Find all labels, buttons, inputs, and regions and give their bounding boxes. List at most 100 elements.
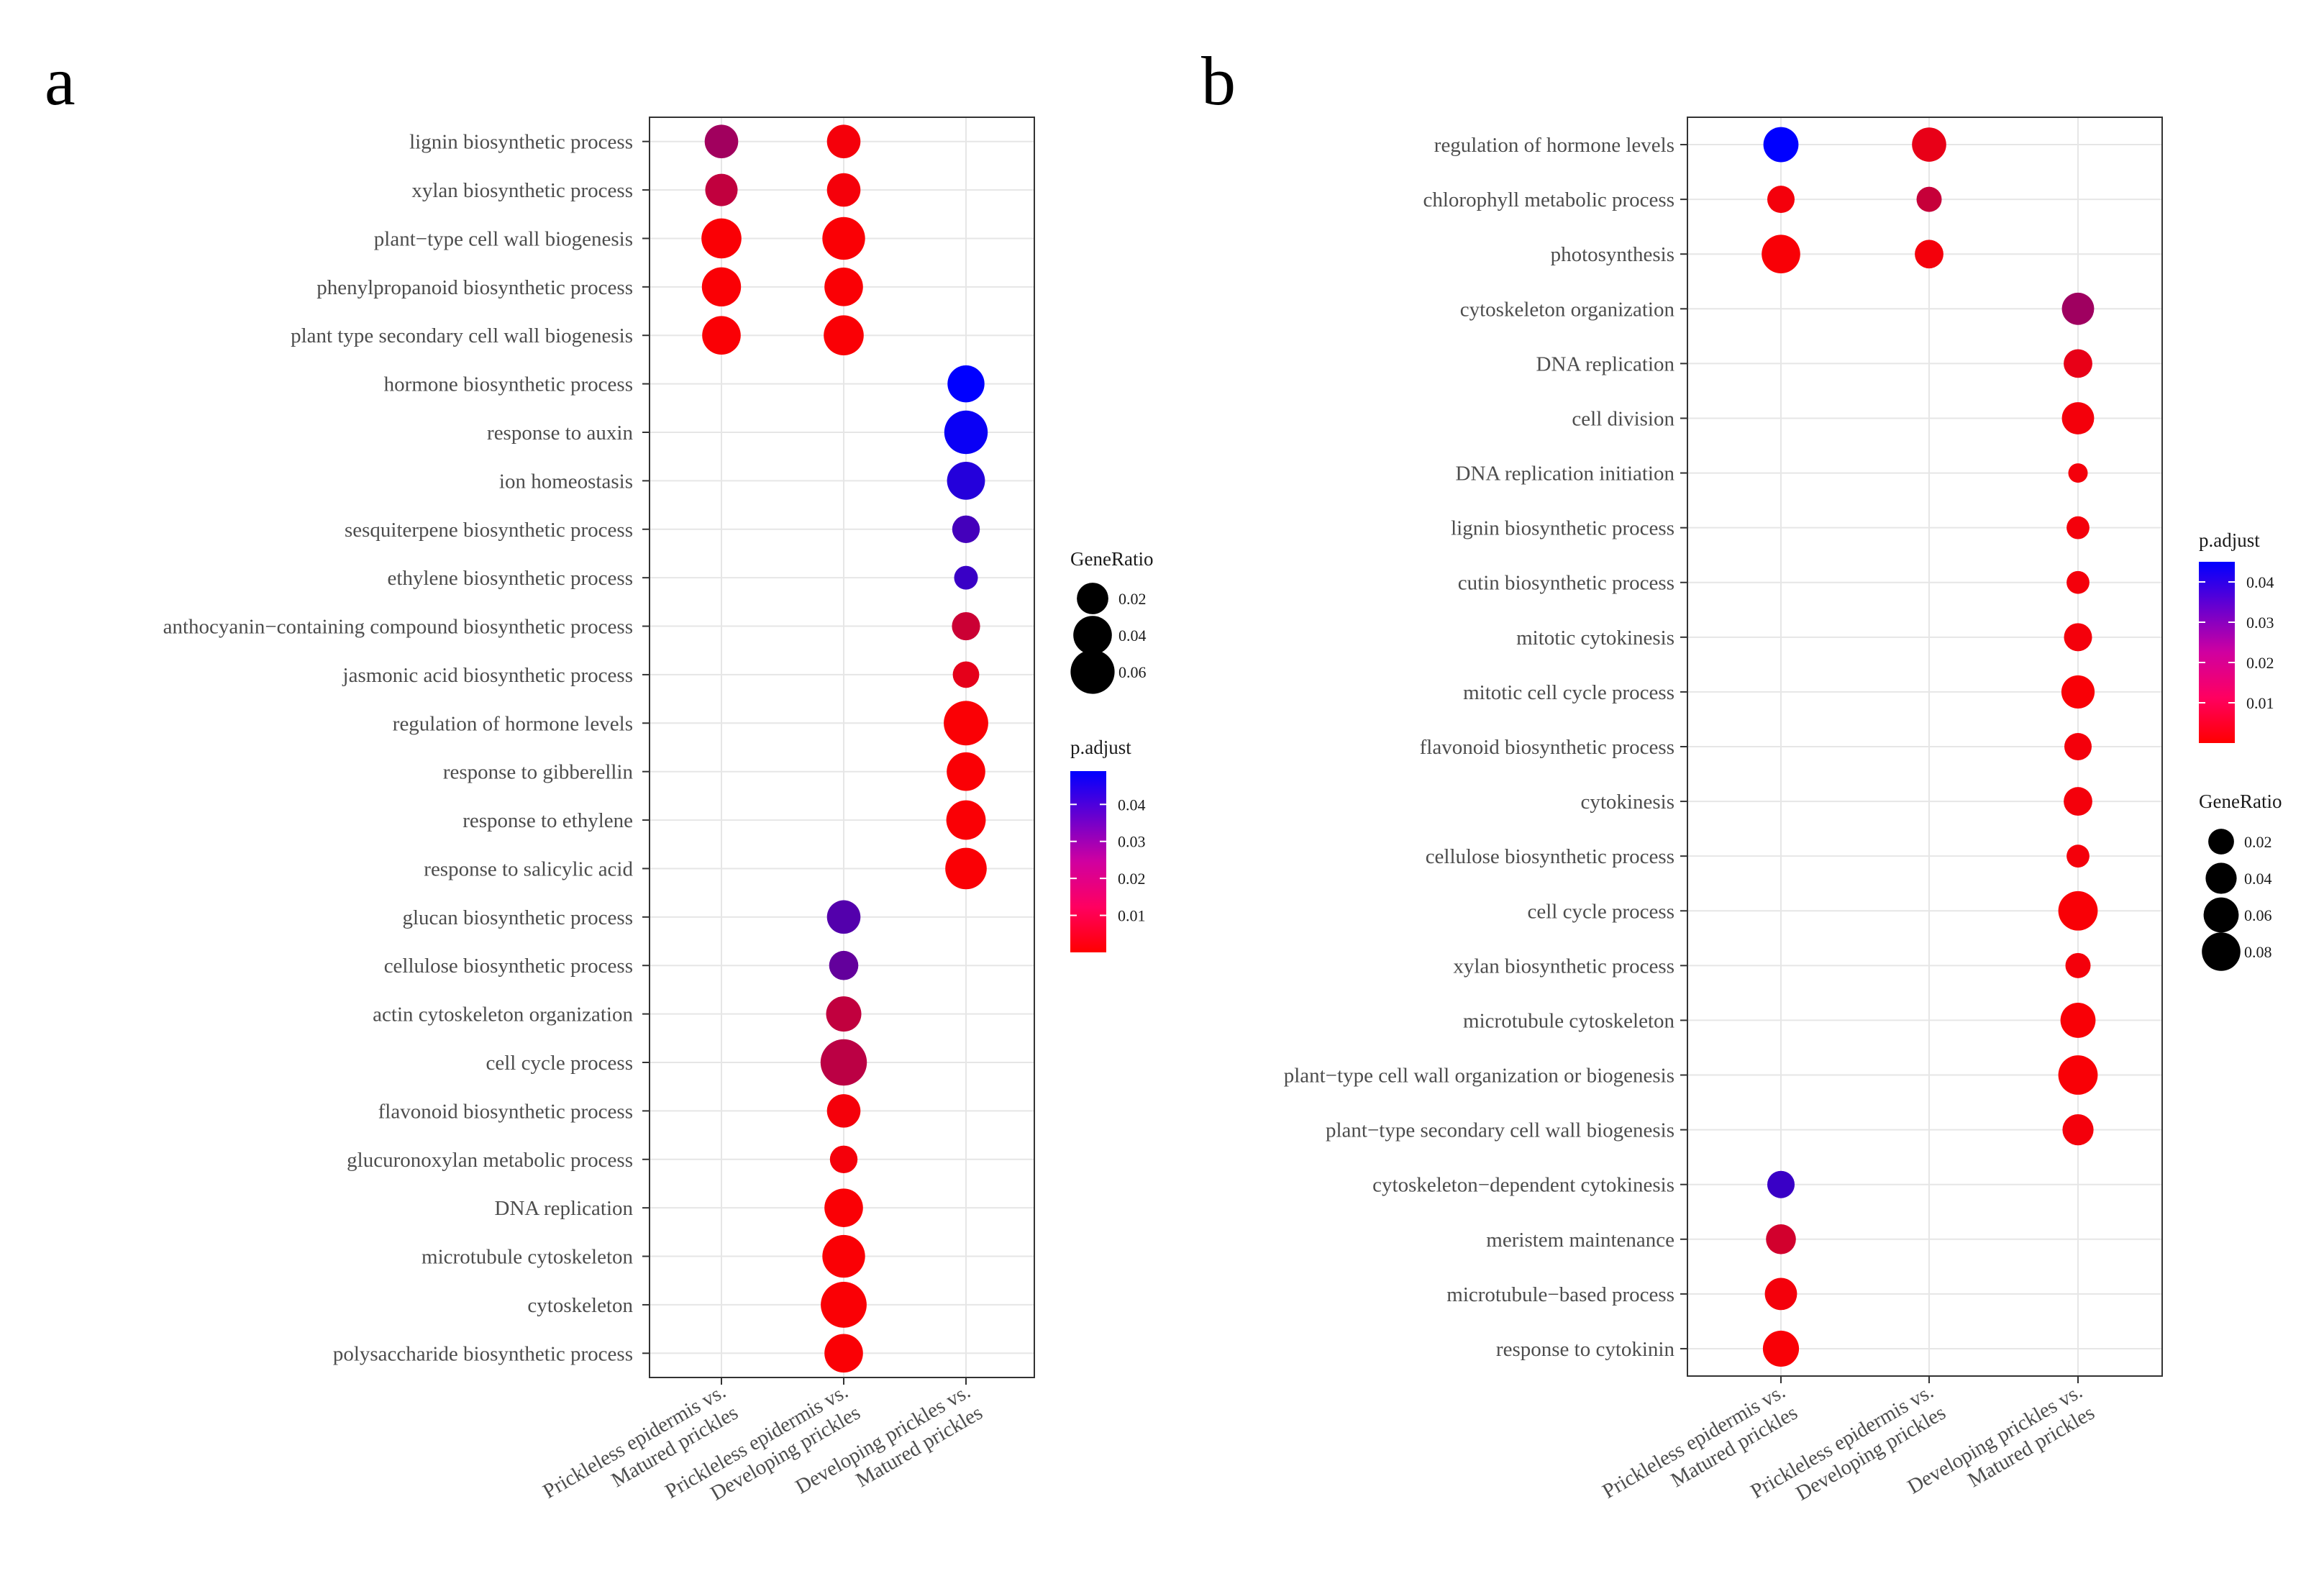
y-tick-label: photosynthesis [1551,243,1674,266]
y-tick-label: cytoskeleton organization [1460,298,1675,321]
data-point [822,217,865,260]
y-tick-label: microtubule cytoskeleton [421,1246,633,1269]
data-point [2064,623,2092,652]
y-tick-label: cell division [1572,407,1674,430]
data-point [704,124,739,158]
y-tick-label: chlorophyll metabolic process [1423,188,1674,211]
data-point [945,847,987,890]
size-legend-key [1070,650,1115,694]
y-tick-label: cell cycle process [486,1052,633,1075]
panel-a: a lignin biosynthetic process xylan biosyn… [45,42,1153,1524]
data-point [2065,952,2091,978]
data-point [2060,1003,2096,1038]
data-point [824,1188,863,1227]
data-point [944,701,988,746]
y-tick-label: xylan biosynthetic process [1453,955,1674,978]
data-point [947,365,985,403]
y-tick-label: response to salicylic acid [424,857,633,880]
y-tick-label: meristem maintenance [1486,1229,1674,1252]
size-legend-title: GeneRatio [1070,548,1153,570]
y-tick-label: sesquiterpene biosynthetic process [345,519,633,542]
data-point [1767,1170,1795,1198]
y-tick-label: cytoskeleton [527,1294,633,1317]
color-legend-label: 0.02 [1118,870,1146,888]
color-bar [1070,771,1106,952]
y-tick-label: cell cycle process [1527,900,1674,923]
x-tick-label: Prickleless epidermis vs.Matured prickle… [539,1380,742,1524]
data-point [1916,186,1942,212]
data-point [2064,349,2092,378]
data-point [826,900,861,934]
size-legend-label: 0.08 [2244,943,2272,961]
data-point [1915,240,1943,269]
size-legend-label: 0.04 [2244,870,2272,888]
y-tick-label: plant−type cell wall organization or bio… [1284,1065,1674,1088]
panel-letter-a: a [45,42,76,119]
data-point [824,268,863,306]
size-legend-key [2205,862,2237,894]
y-tick-label: DNA replication [1536,352,1675,375]
y-tick-label: response to cytokinin [1496,1338,1675,1361]
data-point [2066,516,2090,539]
y-tick-label: plant type secondary cell wall biogenesi… [291,324,633,347]
data-point [954,565,978,590]
size-legend-label: 0.02 [1118,590,1147,608]
x-tick-label: Prickleless epidermis vs.Matured prickle… [1598,1380,1801,1524]
plot-background [650,117,1034,1377]
data-point [821,1282,867,1328]
size-legend-label: 0.06 [2244,906,2272,924]
data-point [1912,127,1946,162]
data-point [1764,1278,1797,1311]
y-tick-label: lignin biosynthetic process [1451,517,1674,540]
data-point [829,950,859,980]
data-point [1762,234,1800,274]
y-tick-label: ion homeostasis [499,470,633,493]
color-legend-label: 0.03 [1118,833,1146,851]
size-legend-title: GeneRatio [2199,791,2282,812]
y-tick-label: glucuronoxylan metabolic process [347,1149,633,1172]
color-legend-label: 0.01 [2246,694,2274,712]
y-tick-label: regulation of hormone levels [1434,134,1674,157]
data-point [824,1334,863,1373]
y-tick-label: mitotic cell cycle process [1463,681,1674,704]
data-point [944,410,988,455]
data-point [2058,1055,2098,1095]
y-tick-label: DNA replication initiation [1456,463,1675,486]
data-point [702,316,741,355]
y-tick-label: phenylpropanoid biosynthetic process [316,276,633,299]
color-legend-label: 0.01 [1118,907,1146,925]
y-tick-label: cytokinesis [1581,791,1675,814]
data-point [952,515,980,543]
data-point [2062,1114,2094,1146]
data-point [2061,402,2095,434]
size-legend-label: 0.04 [1118,627,1147,645]
data-point [2064,733,2092,760]
y-tick-label: DNA replication [495,1197,634,1220]
y-tick-label: cytoskeleton−dependent cytokinesis [1372,1174,1674,1197]
data-point [947,752,985,791]
size-legend-key [2208,829,2234,855]
data-point [820,1039,867,1086]
y-tick-label: microtubule cytoskeleton [1463,1009,1674,1032]
y-tick-label: polysaccharide biosynthetic process [333,1342,633,1365]
y-tick-label: ethylene biosynthetic process [388,567,633,590]
panel-b: b regulation of hormone levels chlorophyll… [1201,42,2282,1524]
size-legend-key [1077,583,1108,614]
plot-border [1687,117,2163,1377]
y-tick-label: anthocyanin−containing compound biosynth… [163,616,633,639]
data-point [1767,186,1795,214]
size-legend-key [1073,616,1112,655]
y-tick-label: cellulose biosynthetic process [384,955,633,978]
data-point [701,218,742,259]
color-legend-title: p.adjust [1070,737,1131,758]
data-point [2058,891,2098,931]
y-tick-label: mitotic cytokinesis [1516,627,1674,650]
color-legend-title: p.adjust [2199,529,2260,551]
y-tick-label: plant−type cell wall biogenesis [374,227,633,250]
size-legend-key [2202,932,2241,971]
y-tick-label: glucan biosynthetic process [402,906,633,929]
y-tick-label: flavonoid biosynthetic process [378,1100,633,1123]
data-point [826,124,861,158]
